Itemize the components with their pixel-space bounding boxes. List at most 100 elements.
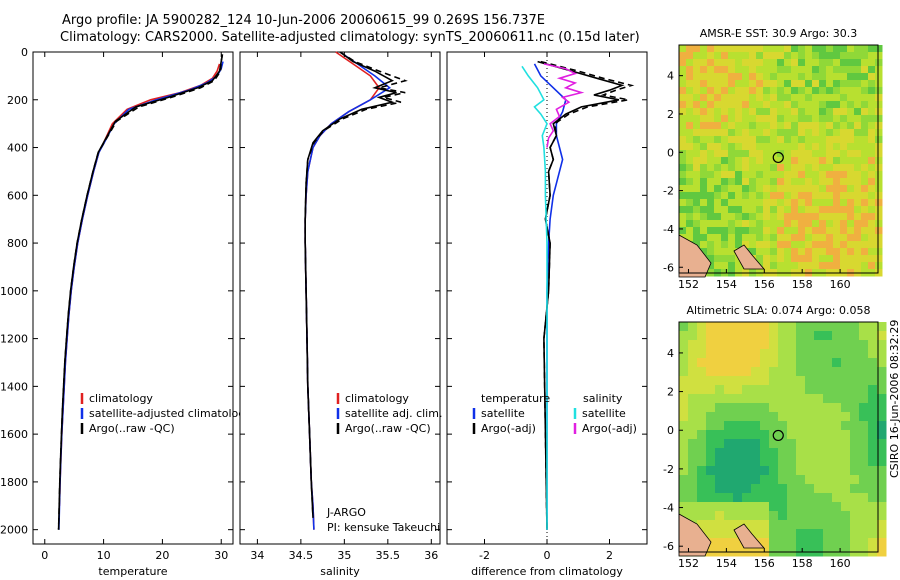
sst-map-cell [812,122,820,130]
sst-map-cell [812,45,820,53]
sst-map-cell [868,52,876,60]
sla-map-cell [859,430,869,440]
sst-map-cell [742,220,750,228]
sst-map-cell [770,80,778,88]
sst-map-cell [840,122,848,130]
sst-map-cell [861,234,869,242]
sla-map-ytick-label: -2 [663,463,674,476]
sst-map-cell [812,87,820,95]
sst-map-cell [749,157,757,165]
sla-map-cell [706,448,716,458]
sla-map-cell [850,538,860,548]
sst-map-cell [714,220,722,228]
sst-map-cell [875,164,883,172]
temperature-xtick-label: 30 [214,549,228,562]
sst-map-cell [798,80,806,88]
sla-map-cell [805,529,815,539]
sst-map-cell [833,101,841,109]
sst-map-cell [721,87,729,95]
sst-map-cell [791,101,799,109]
sla-map-cell [742,457,752,467]
sst-map-cell [679,178,687,186]
sst-map-cell [735,164,743,172]
sst-map-cell [728,59,736,67]
sst-map-cell [735,87,743,95]
sla-map-cell [697,349,707,359]
sst-map-cell [861,80,869,88]
sla-map-cell [814,475,824,485]
sla-map-cell [805,331,815,341]
sla-map-xtick-label: 154 [716,557,737,570]
sst-map-cells [679,45,883,277]
sst-map-cell [798,59,806,67]
sst-map-cell [714,262,722,270]
sla-map-argo-marker [772,429,784,442]
sla-map-cell [877,376,887,386]
sst-map-cell [791,59,799,67]
sst-map-cell [875,178,883,186]
sla-map-cell [742,493,752,503]
sst-map-cell [679,66,687,74]
sla-map-cell [679,331,689,341]
sst-map-cell [756,143,764,151]
sst-map-cell [819,213,827,221]
sst-map-cell [693,220,701,228]
sla-map-cell [751,457,761,467]
sst-map-cell [700,52,708,60]
sst-map-cell [812,255,820,263]
sst-map-cell [798,157,806,165]
sst-map-cell [784,73,792,81]
sla-map-cell [760,376,770,386]
sla-map-cell [724,502,734,512]
sst-map-cell [714,255,722,263]
sla-map-cell [823,448,833,458]
sla-map-cell [760,331,770,341]
sla-map-cell [751,520,761,530]
sla-map-cell [769,457,779,467]
sla-map-cell [769,340,779,350]
sst-map-cell [861,150,869,158]
sst-map-cell [749,213,757,221]
temperature-ytick-label: 400 [7,142,28,155]
sla-map-cell [724,412,734,422]
sst-map-cell [784,150,792,158]
sla-map-cell [724,394,734,404]
sst-map-cell [784,199,792,207]
sst-map-cell [735,45,743,53]
sla-map-cell [859,340,869,350]
sst-map-cell [812,73,820,81]
sla-map-cell [850,331,860,341]
sst-map-cell [679,157,687,165]
sla-map-cell [751,385,761,395]
sst-map-cell [735,52,743,60]
sla-map-cell [760,529,770,539]
sla-map-cell [832,520,842,530]
sst-map-cell [763,248,771,256]
sst-map-cell [791,129,799,137]
sst-map-cell [686,45,694,53]
sla-map-cell [733,331,743,341]
sla-map-cell [706,394,716,404]
salinity-xtick-label: 34 [250,549,264,562]
sst-map-cell [847,129,855,137]
sst-map-cell [826,234,834,242]
sla-map-cell [877,502,887,512]
sst-map-cell [854,73,862,81]
sst-map-cell [833,164,841,172]
sst-map-cell [714,150,722,158]
sst-map-cell [721,101,729,109]
sla-map-cell [823,538,833,548]
sst-map-cell [791,150,799,158]
sla-map-cell [688,385,698,395]
sst-map-cell [686,234,694,242]
sla-map-cell [769,394,779,404]
sst-map-cell [805,157,813,165]
sst-map-cell [742,178,750,186]
sst-map-cell [847,220,855,228]
sst-map-cell [742,150,750,158]
sst-map-cell [728,129,736,137]
sla-map-cell [679,448,689,458]
sla-map-cell [778,421,788,431]
sla-map-cell [832,322,842,332]
